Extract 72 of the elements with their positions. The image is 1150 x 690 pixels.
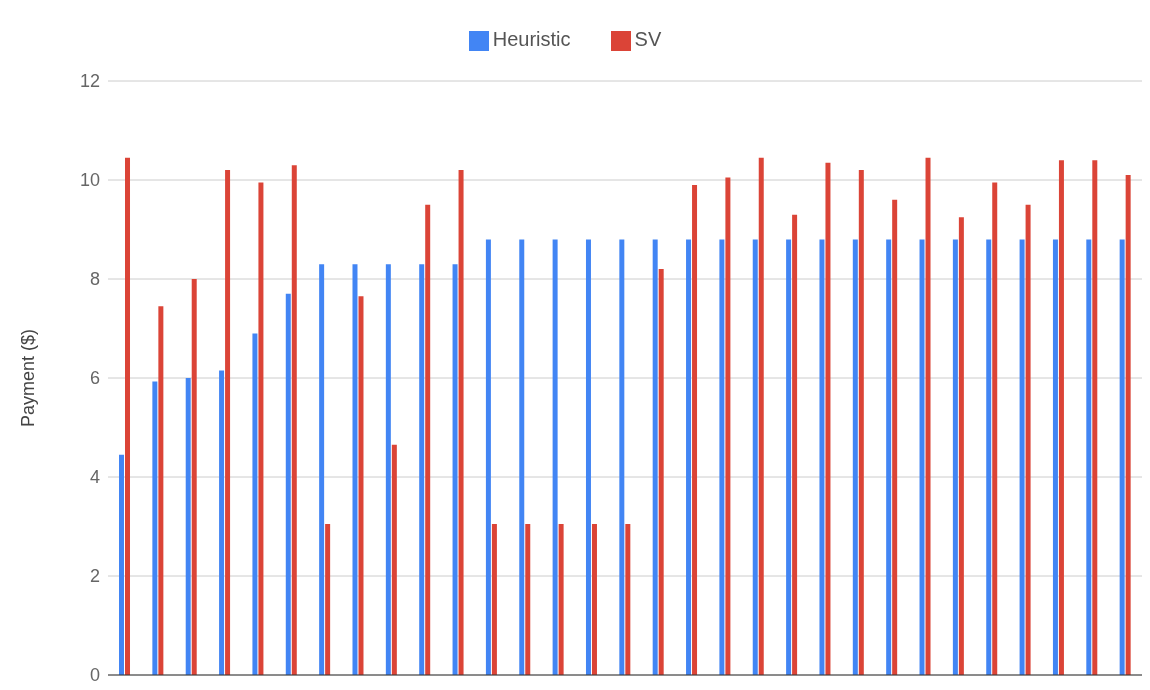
bar [1086, 239, 1092, 675]
bar [591, 524, 597, 675]
bar [1125, 175, 1131, 675]
bar [1052, 239, 1058, 675]
bar [352, 264, 358, 675]
legend-label: Heuristic [492, 28, 571, 50]
bar [792, 214, 798, 675]
bar [491, 524, 497, 675]
bar [391, 444, 397, 675]
y-tick-label: 2 [89, 566, 100, 587]
bar [652, 239, 658, 675]
bar [619, 239, 625, 675]
bar [252, 333, 258, 675]
bar [358, 296, 364, 675]
bar [525, 524, 531, 675]
bar [291, 165, 297, 675]
y-tick-label: 10 [79, 170, 100, 191]
y-tick-label: 12 [79, 71, 100, 92]
bar [952, 239, 958, 675]
bar [558, 524, 564, 675]
y-tick-label: 8 [89, 269, 100, 290]
bar [752, 239, 758, 675]
bar [758, 157, 764, 675]
bar [325, 524, 331, 675]
bar [1019, 239, 1025, 675]
bar [725, 177, 731, 675]
bar [585, 239, 591, 675]
bar [892, 199, 898, 675]
bar [225, 170, 231, 675]
bar [185, 378, 191, 675]
bar [925, 157, 931, 675]
bar [625, 524, 631, 675]
bar [119, 454, 125, 675]
bar [992, 182, 998, 675]
y-tick-label: 6 [89, 368, 100, 389]
bar [1119, 239, 1125, 675]
bar [319, 264, 325, 675]
bar [986, 239, 992, 675]
bar [1025, 204, 1031, 675]
bar [458, 170, 464, 675]
bar [191, 279, 197, 675]
bar [552, 239, 558, 675]
bar [519, 239, 525, 675]
y-axis-title: Payment ($) [18, 328, 39, 428]
bar [425, 204, 431, 675]
bar [686, 239, 692, 675]
bar [1092, 160, 1098, 675]
bar [485, 239, 491, 675]
y-tick-label: 4 [89, 467, 100, 488]
bar [786, 239, 792, 675]
bar [419, 264, 425, 675]
bar [958, 217, 964, 675]
bar [385, 264, 391, 675]
bar [125, 157, 131, 675]
bar [919, 239, 925, 675]
bar [152, 381, 158, 675]
bar [886, 239, 892, 675]
bar [719, 239, 725, 675]
legend-label: SV [634, 28, 662, 50]
bar [158, 306, 164, 675]
bar [452, 264, 458, 675]
bar [692, 184, 698, 675]
bar [658, 269, 664, 675]
bar [219, 370, 225, 675]
y-tick-label: 0 [89, 665, 100, 686]
bar [858, 170, 864, 675]
bar [1058, 160, 1064, 675]
bar [819, 239, 825, 675]
bar [852, 239, 858, 675]
bar [285, 293, 291, 675]
bar [825, 162, 831, 675]
bar [258, 182, 264, 675]
